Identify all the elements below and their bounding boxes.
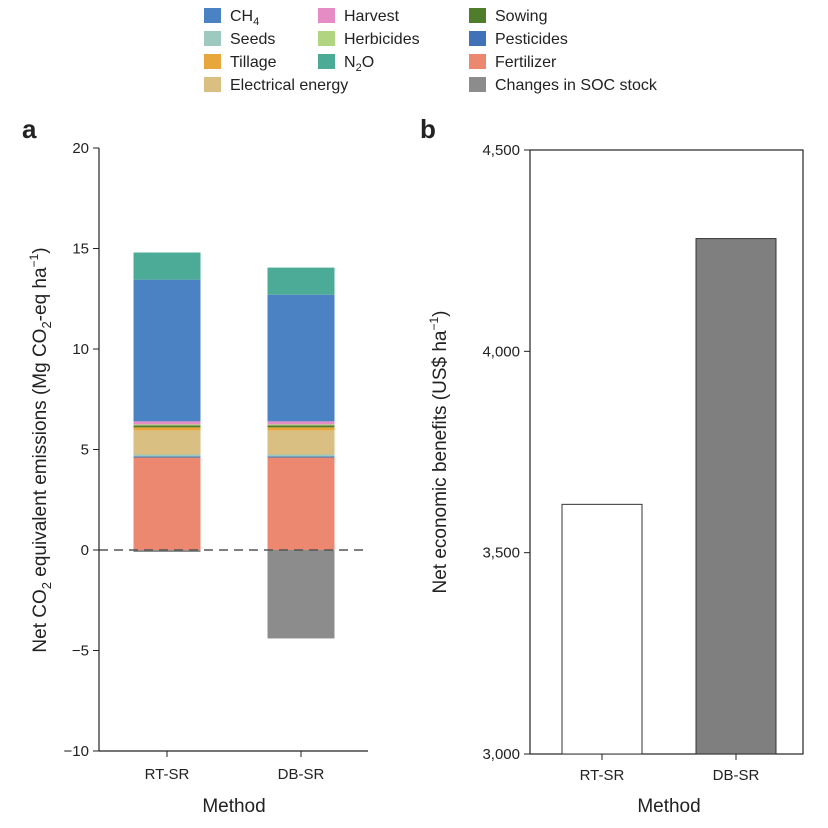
panel-b-x-tick-label: RT-SR [580,767,625,784]
bar-segment-fertilizer-db-sr [267,457,335,550]
panel-b-y-axis-title: Net economic benefits (US$ ha−1) [427,311,451,594]
bar-segment-n2o-rt-sr [133,252,201,280]
panel-a-y-tick-label: 10 [72,341,89,358]
bar-segment-electrical-db-sr [267,430,335,455]
bar-segment-seeds-db-sr [267,454,335,457]
bar-segment-fertilizer-rt-sr [133,457,201,550]
bar-segment-sowing-rt-sr [133,425,201,428]
legend-label-sowing: Sowing [495,8,547,25]
bar-segment-soc-db-sr [267,550,335,639]
legend-label-tillage: Tillage [230,54,277,71]
legend-swatch-soc [469,77,486,92]
legend-swatch-sowing [469,8,486,23]
panel-b-x-tick-label: DB-SR [713,767,760,784]
panel-b-chart: 4,500 4,000 3,500 3,000 RT-SR DB-SR [482,142,804,784]
legend-swatch-herbicides [318,31,335,46]
panel-a-x-axis-title: Method [202,796,265,817]
legend-label-n2o: N2O [344,54,374,74]
legend-label-fertilizer: Fertilizer [495,54,557,71]
panel-b-frame [529,149,804,755]
bar-segment-pesticides-db-sr [267,456,335,458]
bar-segment-pesticides-rt-sr [133,456,201,458]
bar-segment-herbicides-rt-sr [133,424,201,426]
panel-b-letter: b [420,114,436,144]
legend-swatch-harvest [318,8,335,23]
bar-segment-sowing-db-sr [267,425,335,428]
bar-db-sr [695,238,777,755]
panel-b-y-tick-label: 3,000 [482,746,520,763]
panel-b-y-tick-label: 4,000 [482,343,520,360]
bar-segment-herbicides-db-sr [267,424,335,426]
legend-label-herbicides: Herbicides [344,31,420,48]
panel-a-y-tick-label: −5 [72,643,89,660]
panel-b-y-tick-label: 4,500 [482,142,520,159]
panel-a-x-tick-label: DB-SR [278,766,325,783]
legend-label-electrical: Electrical energy [230,77,348,94]
legend-swatch-seeds [204,31,221,46]
panel-b-x-axis-title: Method [637,796,700,817]
bar-segment-electrical-rt-sr [133,430,201,455]
legend-label-pesticides: Pesticides [495,31,568,48]
legend-swatch-n2o [318,54,335,69]
legend-label-harvest: Harvest [344,8,400,25]
panel-a-y-axis-title: Net CO2 equivalent emissions (Mg CO2-eq … [27,247,54,652]
bar-rt-sr [561,503,643,755]
panel-a-y-tick-label: 15 [72,241,89,258]
legend-swatch-tillage [204,54,221,69]
bar-segment-ch4-rt-sr [133,279,201,422]
bar-segment-harvest-rt-sr [133,421,201,425]
legend-label-seeds: Seeds [230,31,275,48]
legend-label-soc: Changes in SOC stock [495,77,658,94]
bar-segment-tillage-rt-sr [133,427,201,431]
bar-segment-ch4-db-sr [267,294,335,422]
legend: CH4 Seeds Tillage Electrical energy Harvest H… [204,8,658,94]
legend-swatch-ch4 [204,8,221,23]
legend-swatch-electrical [204,77,221,92]
panel-a-y-tick-label: 20 [72,140,89,157]
legend-swatch-pesticides [469,31,486,46]
panel-a-chart: 20 15 10 5 0 −5 −10 RT-SR DB-SR [64,140,368,783]
panel-b-y-tick-label: 3,500 [482,545,520,562]
panel-a-y-tick-label: −10 [64,743,89,760]
panel-a-x-tick-label: RT-SR [145,766,190,783]
panel-a-letter: a [22,114,37,144]
bar-segment-harvest-db-sr [267,421,335,425]
legend-label-ch4: CH4 [230,8,259,28]
bar-segment-n2o-db-sr [267,267,335,295]
legend-swatch-fertilizer [469,54,486,69]
bar-segment-soc-rt-sr [133,550,201,553]
bar-segment-seeds-rt-sr [133,454,201,457]
bar-segment-tillage-db-sr [267,427,335,431]
panel-a-y-tick-label: 5 [81,442,89,459]
panel-a-y-tick-label: 0 [81,542,89,559]
